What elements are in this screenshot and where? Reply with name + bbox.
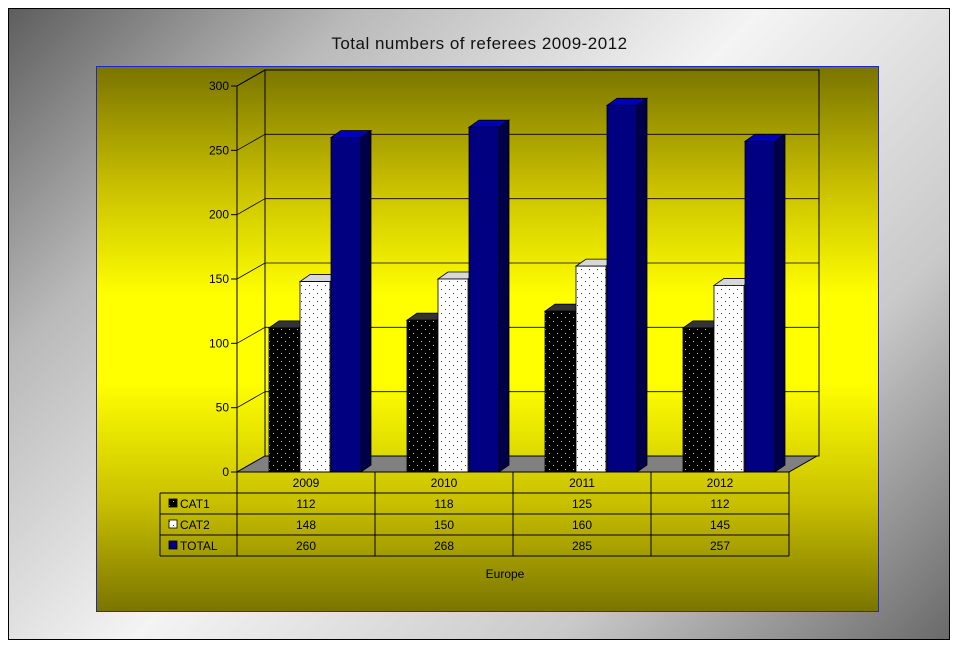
data-cell-total: 257	[710, 539, 730, 553]
y-tick-label: 100	[209, 336, 229, 350]
y-tick-label: 0	[222, 465, 229, 479]
bar-front	[682, 327, 714, 473]
legend-label-cat2: CAT2	[180, 518, 210, 532]
bar-total-2011	[605, 97, 649, 473]
bar-front	[268, 327, 300, 473]
y-tick-label: 50	[216, 401, 230, 415]
legend-key-total	[168, 540, 178, 550]
bar-front	[468, 126, 500, 473]
gridline-side	[236, 69, 266, 87]
y-tick-label: 150	[209, 272, 229, 286]
data-cell-cat1: 125	[572, 497, 592, 511]
bar-side	[636, 97, 648, 473]
bar-front	[544, 310, 576, 473]
bar-side	[498, 119, 510, 473]
data-table: 2009 2010 2011 2012 CAT1 112 118 125 112 CAT2 148 1…	[159, 471, 790, 581]
legend-label-total: TOTAL	[180, 539, 218, 553]
data-cell-cat1: 112	[296, 497, 315, 511]
data-cell-total: 268	[434, 539, 454, 553]
y-tick-label: 250	[209, 143, 229, 157]
bar-front	[713, 285, 745, 473]
category-label: 2011	[569, 476, 595, 490]
data-cell-cat2: 145	[710, 518, 730, 532]
data-cell-cat2: 160	[572, 518, 592, 532]
data-cell-total: 285	[572, 539, 592, 553]
data-cell-total: 260	[296, 539, 316, 553]
bar-total-2012	[743, 133, 787, 473]
legend-key-cat2	[168, 519, 178, 529]
gridline-side	[236, 262, 266, 280]
bar-front	[744, 140, 776, 473]
bar-front	[406, 319, 438, 473]
category-label: 2009	[293, 476, 320, 490]
gridline-side	[236, 391, 266, 409]
bar-front	[437, 278, 469, 473]
legend-key-cat1	[168, 498, 178, 508]
bar-total-2009	[329, 129, 373, 473]
bars	[267, 97, 787, 473]
bar-front	[575, 265, 607, 473]
data-cell-cat1: 112	[710, 497, 729, 511]
data-cell-cat2: 148	[296, 518, 316, 532]
bar-side	[360, 129, 372, 473]
bar-front	[299, 281, 331, 473]
data-cell-cat1: 118	[434, 497, 453, 511]
legend-label-cat1: CAT1	[180, 497, 210, 511]
y-tick-label: 300	[209, 79, 229, 93]
bar-side	[774, 133, 786, 473]
data-cell-cat2: 150	[434, 518, 454, 532]
chart-title: Total numbers of referees 2009-2012	[331, 34, 628, 53]
x-axis-label: Europe	[486, 567, 525, 581]
bar-front	[606, 104, 638, 473]
bar-total-2010	[467, 119, 511, 473]
bar-front	[330, 137, 362, 473]
y-axis: 0 50 100 150 200 250 300	[209, 79, 238, 479]
gridline-side	[236, 133, 266, 151]
category-label: 2012	[707, 476, 734, 490]
gridline-side	[236, 326, 266, 344]
category-label: 2010	[431, 476, 458, 490]
gridline-side	[236, 198, 266, 216]
y-tick-label: 200	[209, 208, 229, 222]
